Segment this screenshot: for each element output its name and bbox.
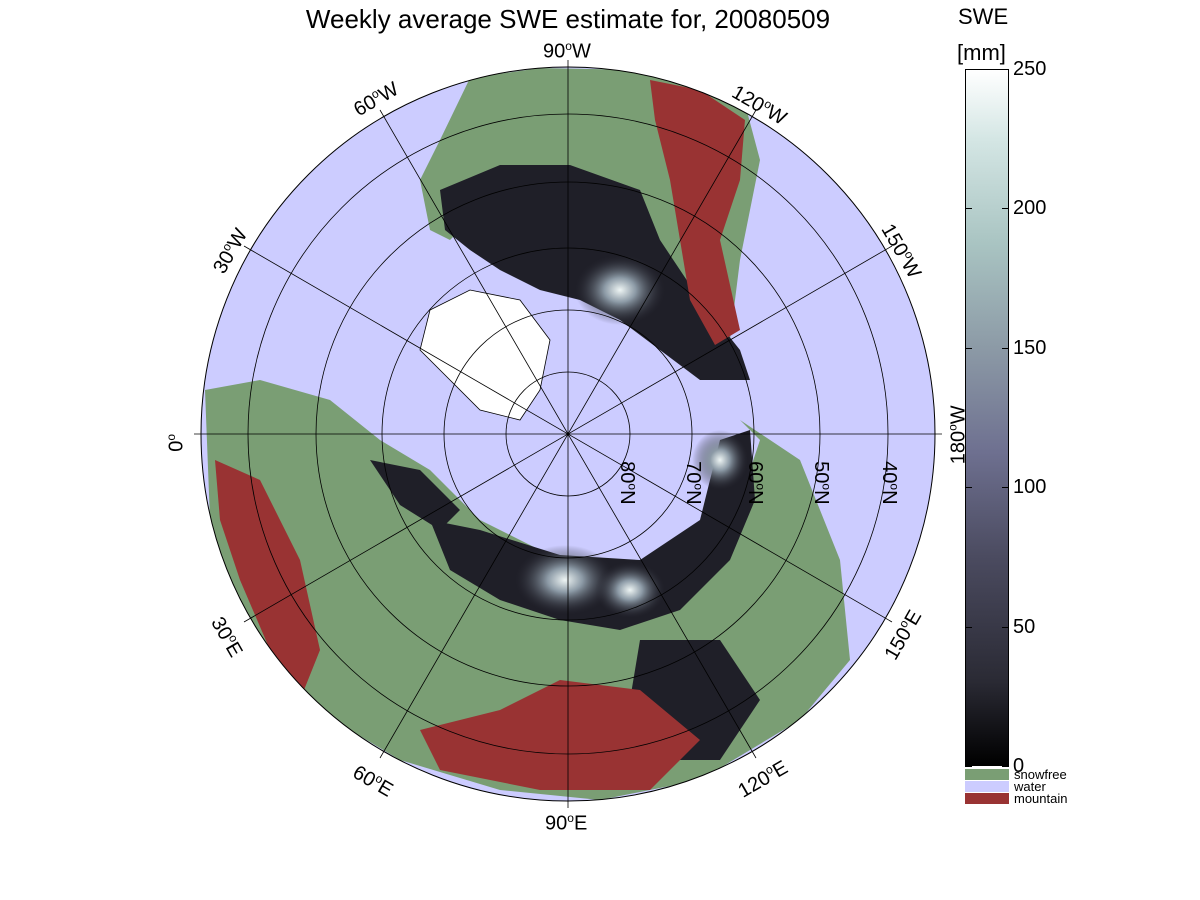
colorbar-tick-mark xyxy=(965,347,972,349)
colorbar-tick-label: 50 xyxy=(1013,615,1036,638)
swe-peak-siberia-2 xyxy=(595,562,665,618)
lat-label-60n: 60oN xyxy=(743,461,768,505)
swe-peak-na xyxy=(575,255,665,325)
legend-swatch-snowfree xyxy=(965,769,1009,780)
colorbar-tick-mark xyxy=(1002,487,1009,489)
graticule xyxy=(194,60,942,808)
colorbar-tick-mark xyxy=(965,69,972,70)
colorbar-tick-mark xyxy=(1002,208,1009,210)
legend-label-snowfree: snowfree xyxy=(1014,767,1067,782)
lat-label-40n: 40oN xyxy=(877,461,902,505)
europe-mountain xyxy=(215,460,320,700)
colorbar-tick-mark xyxy=(965,626,972,628)
colorbar-tick-mark xyxy=(965,208,972,210)
colorbar-tick-mark xyxy=(1002,69,1009,70)
scandinavia-snow xyxy=(370,460,460,530)
lat-label-70n: 70oN xyxy=(681,461,706,505)
swe-peak-siberia-1 xyxy=(515,545,615,615)
colorbar-tick-mark xyxy=(1002,626,1009,628)
meridian-150w-30e xyxy=(243,245,893,623)
colorbar-title: SWE xyxy=(958,4,1009,29)
colorbar-tick-label: 250 xyxy=(1013,58,1047,80)
swe-peak-siberia-3 xyxy=(692,430,748,490)
lon-label-90w: 90oW xyxy=(543,39,591,63)
legend-swatch-mountain xyxy=(965,793,1009,804)
map-title: Weekly average SWE estimate for, 2008050… xyxy=(305,4,831,34)
legend-label-water: water xyxy=(1014,779,1046,794)
colorbar-unit: [mm] xyxy=(957,40,1006,65)
colorbar-tick-label: 200 xyxy=(1013,197,1047,220)
colorbar-tick-label: 0 xyxy=(1013,755,1025,777)
colorbar xyxy=(965,69,1009,766)
colorbar-tick-mark xyxy=(965,487,972,489)
lat-label-80n: 80oN xyxy=(615,461,640,505)
lon-label-90e: 90oE xyxy=(545,811,588,835)
legend-label-mountain: mountain xyxy=(1014,791,1068,806)
greenland xyxy=(419,289,551,421)
siberia-snow xyxy=(430,430,755,630)
colorbar-tick-label: 150 xyxy=(1013,336,1047,359)
lon-label-0: 0o xyxy=(164,433,188,452)
rockies-mountain xyxy=(650,80,745,345)
lat-label-50n: 50oN xyxy=(809,461,834,505)
colorbar-tick-mark xyxy=(1002,347,1009,349)
asia-mountain xyxy=(420,680,700,790)
colorbar-tick-label: 100 xyxy=(1013,476,1047,499)
legend-swatch-water xyxy=(965,781,1009,792)
colorbar-tick-mark xyxy=(1002,766,1009,767)
colorbar-tick-mark xyxy=(965,766,972,767)
